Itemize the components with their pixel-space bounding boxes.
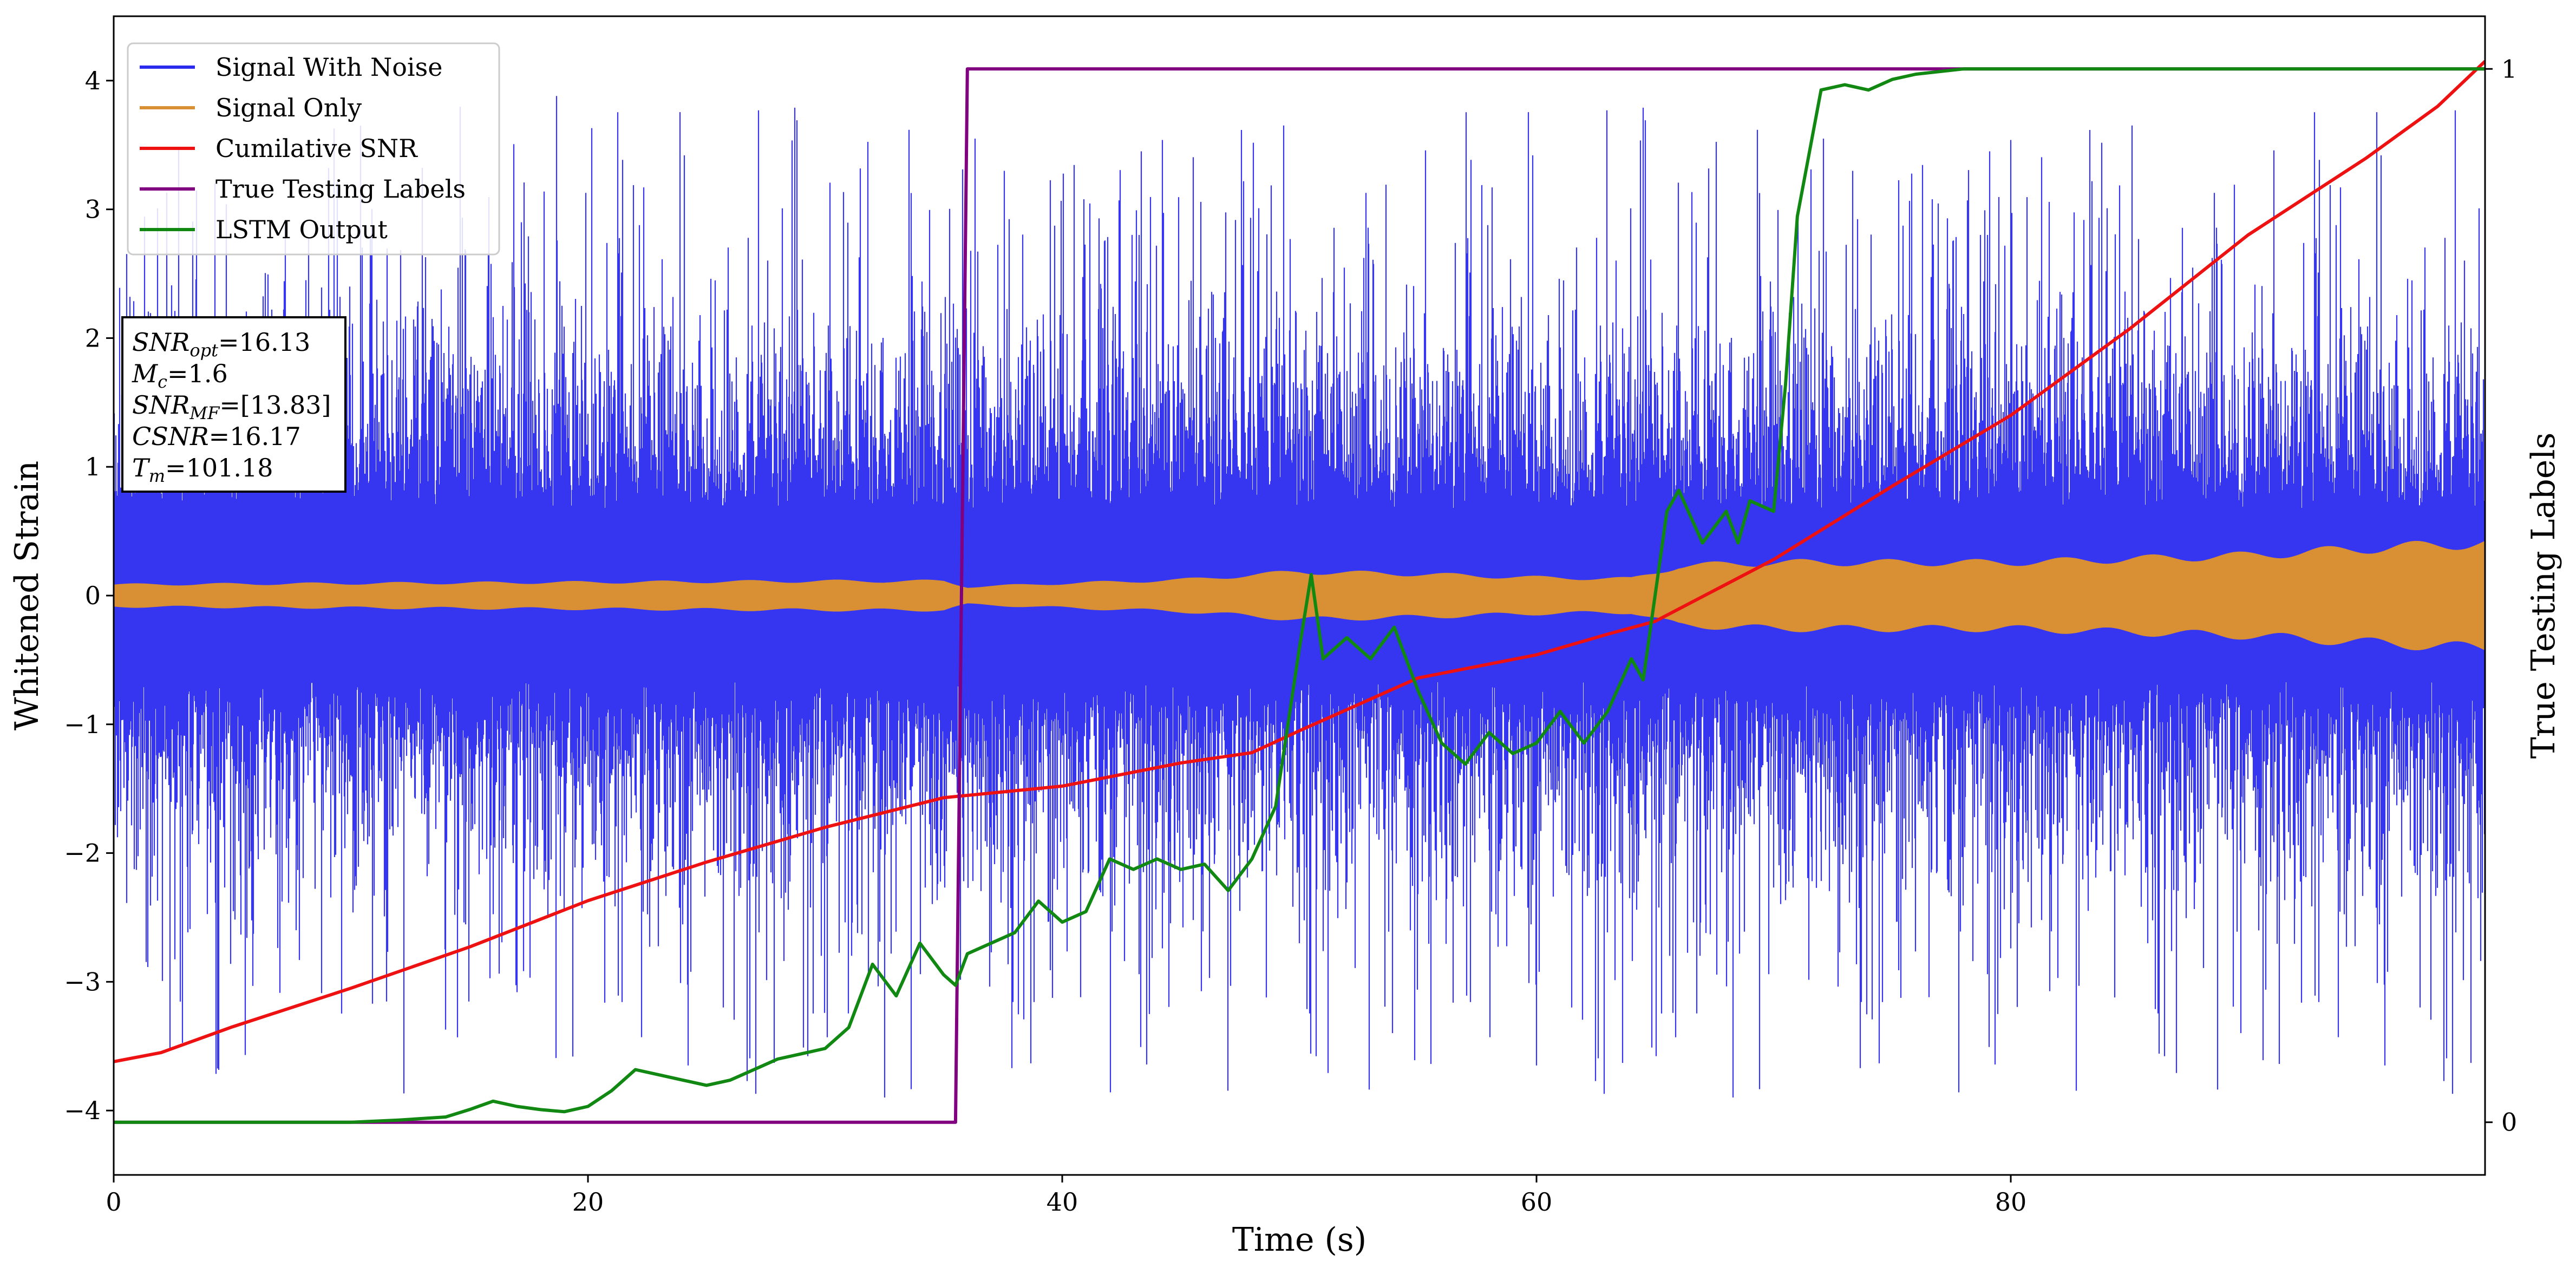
- annotation-line: SNRMF=[13.83]: [132, 390, 331, 423]
- annotation-line: SNRopt=16.13: [132, 328, 310, 361]
- annotation-line: Mc=1.6: [132, 359, 228, 392]
- x-tick-label: 20: [572, 1187, 604, 1217]
- cumilative-snr-line: [114, 60, 2485, 1063]
- x-tick-label: 0: [106, 1187, 121, 1217]
- legend-box: [127, 42, 500, 256]
- annotation-line: Tm=101.18: [132, 453, 273, 486]
- y-tick-label: 0: [85, 581, 101, 610]
- series-signal-only: [114, 540, 2485, 651]
- y-axis-label: Whitened Strain: [8, 461, 46, 730]
- annotation-box: SNRopt=16.13Mc=1.6SNRMF=[13.83]CSNR=16.1…: [121, 316, 346, 493]
- signal-only-band: [114, 540, 2485, 651]
- x-tick-label: 40: [1047, 1187, 1078, 1217]
- x-tick-label: 80: [1995, 1187, 2027, 1217]
- legend: Signal With Noise Signal Only Cumilative S…: [127, 42, 500, 256]
- x-tick-label: 60: [1521, 1187, 1553, 1217]
- legend-label: Signal With Noise: [215, 53, 442, 82]
- y-tick-label: −1: [64, 710, 101, 739]
- annotation-line: CSNR=16.17: [132, 422, 301, 451]
- y2-tick-label: 1: [2501, 54, 2517, 83]
- legend-label: Signal Only: [215, 93, 362, 122]
- y-tick-label: 1: [85, 452, 101, 481]
- y2-axis-label: True Testing Labels: [2525, 433, 2562, 759]
- legend-label: LSTM Output: [215, 215, 388, 244]
- legend-label: True Testing Labels: [215, 174, 466, 204]
- y-tick-label: 2: [85, 323, 101, 352]
- annotation-frame: [121, 316, 346, 493]
- y-tick-label: −4: [64, 1096, 101, 1125]
- y-tick-label: −3: [64, 967, 101, 996]
- true-testing-labels-line: [114, 67, 2485, 1124]
- y-tick-label: 4: [85, 66, 101, 95]
- lstm-output-line: [114, 67, 2485, 1124]
- y-tick-label: −2: [64, 839, 101, 868]
- legend-label: Cumilative SNR: [215, 134, 418, 163]
- y2-tick-label: 0: [2501, 1108, 2517, 1137]
- x-axis-label: Time (s): [1232, 1221, 1367, 1259]
- y-tick-label: 3: [85, 195, 101, 224]
